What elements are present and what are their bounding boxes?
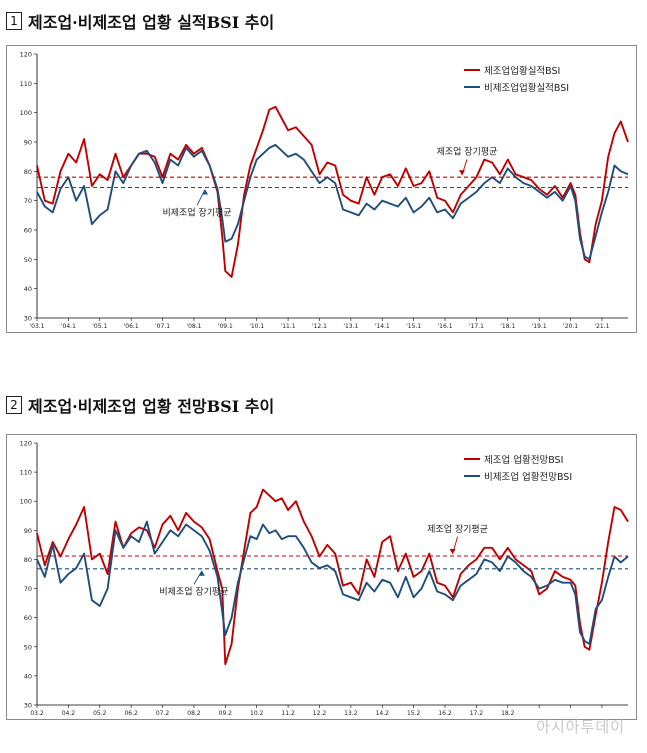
y-tick-label: 30 — [24, 315, 32, 323]
annotation-label: 비제조업 장기평균 — [159, 586, 228, 597]
legend-label: 제조업업황실적BSI — [484, 65, 560, 77]
series-line-manufacturing — [36, 105, 629, 278]
x-tick-label: 05.2 — [93, 710, 107, 717]
y-tick-label: 50 — [24, 643, 32, 651]
y-tick-label: 100 — [20, 498, 32, 506]
y-tick-label: 80 — [24, 556, 32, 564]
x-tick-label: 09.2 — [219, 710, 233, 717]
x-tick-label: '18.1 — [500, 323, 515, 330]
watermark-logo: 아시아투데이 — [536, 718, 625, 736]
series-line-manufacturing — [36, 488, 629, 666]
x-tick-label: '06.1 — [124, 323, 139, 330]
x-tick-label: '17.1 — [469, 323, 484, 330]
legend-label: 비제조업 업황전망BSI — [484, 471, 572, 483]
section-title-text: 제조업·비제조업 업황 실적BSI 추이 — [28, 13, 275, 32]
section-title-actual: 1 제조업·비제조업 업황 실적BSI 추이 — [6, 10, 274, 32]
chart-actual-svg: 30 40 50 60 70 80 90 100 110 120 '03.1 '04.1 '05.1 '0… — [20, 51, 629, 330]
y-tick-label: 80 — [24, 168, 32, 176]
x-tick-label: '03.1 — [29, 323, 44, 330]
chart-actual-bsi: 30 40 50 60 70 80 90 100 110 120 '03.1 '04.1 '05.1 '0… — [6, 45, 637, 333]
y-tick-label: 70 — [24, 585, 32, 593]
y-tick-label: 120 — [20, 51, 32, 59]
x-tick-label: '11.1 — [281, 323, 296, 330]
x-tick-label: '16.1 — [438, 323, 453, 330]
x-tick-label: '14.1 — [375, 323, 390, 330]
x-tick-label: '09.1 — [218, 323, 233, 330]
x-tick-label: 11.2 — [281, 710, 295, 717]
section-title-outlook: 2 제조업·비제조업 업황 전망BSI 추이 — [6, 394, 274, 416]
section-title-text: 제조업·비제조업 업황 전망BSI 추이 — [28, 397, 275, 416]
x-tick-label: 13.2 — [344, 710, 358, 717]
y-tick-label: 90 — [24, 139, 32, 147]
annotation-label: 비제조업 장기평균 — [163, 207, 232, 218]
x-tick-label: '10.1 — [249, 323, 264, 330]
x-tick-label: '05.1 — [92, 323, 107, 330]
x-tick-label: 07.2 — [156, 710, 170, 717]
annotation-arrowhead — [449, 548, 456, 554]
annotation-arrowhead — [458, 170, 465, 176]
y-tick-label: 60 — [24, 227, 32, 235]
series-line-non-manufacturing — [36, 143, 629, 261]
x-tick-label: 03.2 — [30, 710, 44, 717]
x-tick-label: '13.1 — [343, 323, 358, 330]
x-tick-label: 16.2 — [438, 710, 452, 717]
x-tick-label: '19.1 — [532, 323, 547, 330]
x-tick-label: 10.2 — [250, 710, 264, 717]
x-tick-label: 08.2 — [187, 710, 201, 717]
x-tick-label: 15.2 — [407, 710, 421, 717]
y-tick-label: 30 — [24, 702, 32, 710]
section-number-badge: 2 — [6, 396, 22, 414]
y-tick-label: 100 — [20, 109, 32, 117]
y-tick-label: 70 — [24, 197, 32, 205]
chart-outlook-bsi: 30 40 50 60 70 80 90 100 110 120 03.2 04.2 05.2 06.2 0… — [6, 434, 637, 720]
chart-outlook-svg: 30 40 50 60 70 80 90 100 110 120 03.2 04.2 05.2 06.2 0… — [20, 440, 629, 717]
annotation-label: 제조업 장기평균 — [427, 524, 488, 535]
y-tick-label: 110 — [20, 80, 32, 88]
y-tick-label: 60 — [24, 614, 32, 622]
annotation-label: 제조업 장기평균 — [437, 146, 498, 157]
x-tick-label: 12.2 — [313, 710, 327, 717]
x-tick-label: 14.2 — [376, 710, 390, 717]
x-tick-label: '15.1 — [406, 323, 421, 330]
x-tick-label: '20.1 — [563, 323, 578, 330]
x-tick-label: '08.1 — [186, 323, 201, 330]
x-tick-label: '21.1 — [594, 323, 609, 330]
series-line-non-manufacturing — [36, 520, 629, 645]
x-tick-label: 18.2 — [501, 710, 515, 717]
y-tick-label: 110 — [20, 469, 32, 477]
section-number-badge: 1 — [6, 12, 22, 30]
x-tick-label: '04.1 — [61, 323, 76, 330]
legend-label: 제조업 업황전망BSI — [484, 454, 563, 466]
y-tick-label: 40 — [24, 672, 32, 680]
y-tick-label: 90 — [24, 527, 32, 535]
y-tick-label: 50 — [24, 256, 32, 264]
x-tick-label: '07.1 — [155, 323, 170, 330]
x-tick-label: 04.2 — [62, 710, 76, 717]
y-tick-label: 120 — [20, 440, 32, 448]
y-tick-label: 40 — [24, 285, 32, 293]
x-tick-label: '12.1 — [312, 323, 327, 330]
annotation-arrowhead — [202, 189, 209, 195]
x-tick-label: 17.2 — [470, 710, 484, 717]
legend-label: 비제조업업황실적BSI — [484, 82, 569, 94]
x-tick-label: 06.2 — [124, 710, 138, 717]
annotation-arrowhead — [198, 570, 205, 576]
